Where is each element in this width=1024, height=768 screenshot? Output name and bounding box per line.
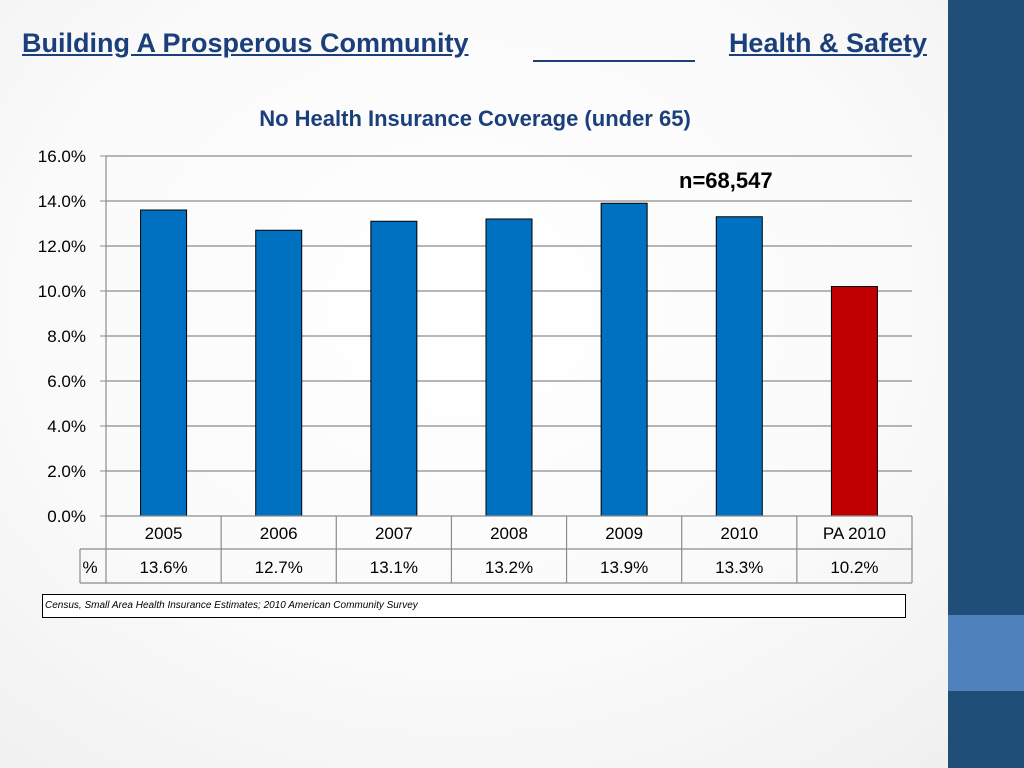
y-tick-label: 14.0% [38, 192, 86, 211]
bar [715, 216, 763, 517]
data-table-value: 13.9% [600, 558, 648, 577]
category-label: 2010 [720, 524, 758, 543]
bar [830, 286, 878, 517]
data-table-value: 13.2% [485, 558, 533, 577]
y-tick-label: 2.0% [47, 462, 86, 481]
y-tick-label: 4.0% [47, 417, 86, 436]
bar [485, 218, 533, 517]
bar [255, 229, 303, 517]
category-label: PA 2010 [823, 524, 886, 543]
category-label: 2007 [375, 524, 413, 543]
data-table-value: 13.3% [715, 558, 763, 577]
slide-title: Building A Prosperous Community [22, 28, 469, 58]
category-label: 2008 [490, 524, 528, 543]
category-label: 2006 [260, 524, 298, 543]
data-table-row-label: % [82, 558, 97, 577]
data-table-value: 13.1% [370, 558, 418, 577]
data-table-value: 12.7% [255, 558, 303, 577]
y-tick-label: 10.0% [38, 282, 86, 301]
data-table-value: 10.2% [830, 558, 878, 577]
chart-title: No Health Insurance Coverage (under 65) [259, 106, 691, 131]
bar [600, 202, 648, 517]
side-accent-block [948, 615, 1024, 691]
sample-size-label: n=68,547 [679, 168, 773, 193]
bar [370, 220, 418, 517]
source-note: Census, Small Area Health Insurance Esti… [42, 594, 906, 618]
y-tick-label: 8.0% [47, 327, 86, 346]
y-tick-label: 16.0% [38, 147, 86, 166]
bar [140, 209, 188, 517]
y-tick-label: 12.0% [38, 237, 86, 256]
y-tick-label: 0.0% [47, 507, 86, 526]
bar-chart: 0.0% 2.0% 4.0% 6.0% 8.0% 10.0% 12.0% 14.0% 16.0%… [38, 147, 913, 584]
slide-section-title: Health & Safety [728, 28, 927, 58]
category-label: 2009 [605, 524, 643, 543]
title-underline-gap [533, 60, 695, 62]
data-table-value: 13.6% [139, 558, 187, 577]
y-tick-label: 6.0% [47, 372, 86, 391]
category-label: 2005 [145, 524, 183, 543]
